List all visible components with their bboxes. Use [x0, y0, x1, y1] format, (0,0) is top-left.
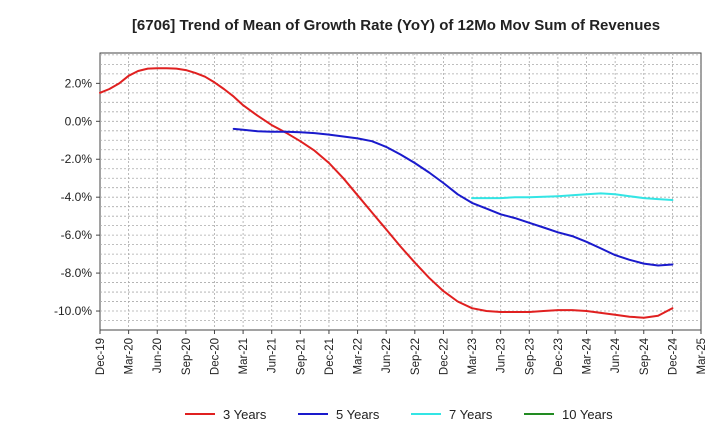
series-line-5-years	[232, 127, 674, 267]
x-tick-label: Jun-20	[152, 338, 164, 373]
x-tick-label: Jun-22	[381, 338, 393, 373]
chart-title: [6706] Trend of Mean of Growth Rate (YoY…	[132, 17, 660, 34]
x-tick-label: Dec-22	[438, 338, 450, 375]
y-tick-label: -2.0%	[61, 152, 93, 166]
x-tick-label: Mar-21	[238, 338, 250, 374]
y-tick-label: -4.0%	[61, 190, 93, 204]
x-tick-label: Sep-21	[295, 338, 307, 375]
x-tick-label: Mar-23	[467, 338, 479, 374]
x-tick-label: Dec-19	[95, 338, 107, 375]
x-tick-label: Jun-24	[610, 337, 622, 373]
y-tick-label: -6.0%	[61, 228, 93, 242]
y-tick-label: 2.0%	[65, 76, 93, 90]
series-lines	[99, 67, 674, 319]
x-tick-label: Sep-23	[524, 338, 536, 375]
x-tick-label: Sep-24	[639, 337, 651, 375]
x-tick-label: Jun-21	[267, 338, 279, 373]
legend: 3 Years 5 Years 7 Years 10 Years	[185, 407, 613, 422]
legend-label-7-years: 7 Years	[449, 407, 493, 422]
legend-label-3-years: 3 Years	[223, 407, 267, 422]
x-tick-label: Sep-22	[410, 338, 422, 375]
x-tick-label: Jun-23	[496, 338, 508, 373]
x-tick-label: Mar-24	[582, 337, 594, 374]
x-tick-label: Mar-22	[353, 338, 365, 374]
series-line-3-years	[99, 67, 674, 319]
x-tick-label: Mar-20	[124, 338, 136, 374]
x-tick-label: Sep-20	[181, 338, 193, 375]
grid	[100, 53, 701, 330]
legend-label-10-years: 10 Years	[562, 407, 613, 422]
x-tick-label: Dec-24	[667, 337, 679, 375]
legend-label-5-years: 5 Years	[336, 407, 380, 422]
x-tick-label: Mar-25	[696, 338, 708, 374]
series-line-7-years	[471, 192, 674, 201]
plot-area	[99, 52, 702, 331]
y-tick-label: -10.0%	[54, 304, 92, 318]
y-tick-label: -8.0%	[61, 266, 93, 280]
x-tick-label: Dec-20	[209, 338, 221, 375]
axes: 2.0% 0.0% -2.0% -4.0% -6.0% -8.0% -10.0% Dec-19…	[54, 76, 708, 375]
y-tick-label: 0.0%	[65, 114, 93, 128]
x-tick-label: Dec-21	[324, 338, 336, 375]
x-tick-label: Dec-23	[553, 338, 565, 375]
